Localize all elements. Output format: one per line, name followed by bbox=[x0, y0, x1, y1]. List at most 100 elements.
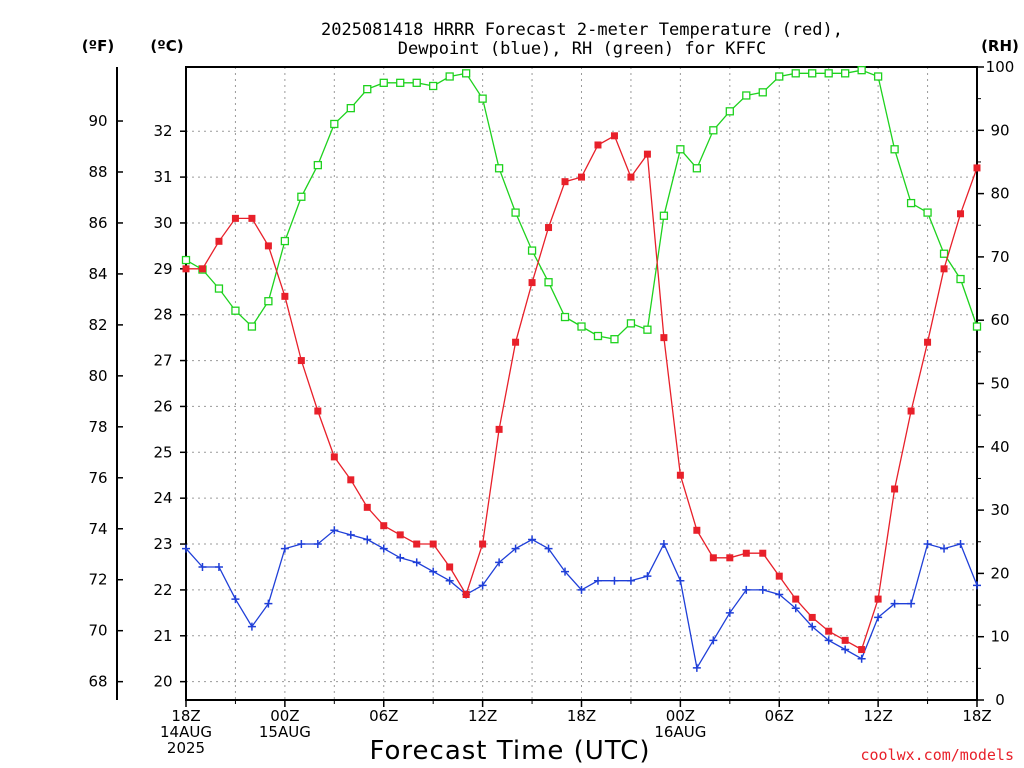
temperature-point bbox=[676, 471, 684, 479]
dewpoint-point bbox=[363, 535, 372, 544]
temperature-point bbox=[792, 595, 800, 603]
rh-point bbox=[873, 72, 883, 81]
dewpoint-point bbox=[808, 622, 817, 631]
dewpoint-point bbox=[725, 608, 734, 617]
x-tick-label: 00Z bbox=[270, 707, 299, 725]
dewpoint-point bbox=[577, 585, 586, 594]
rh-point bbox=[461, 69, 471, 78]
temperature-point bbox=[198, 265, 206, 273]
temperature-point bbox=[363, 503, 371, 511]
dewpoint-point bbox=[676, 576, 685, 585]
rh-point bbox=[297, 192, 306, 201]
dewpoint-point bbox=[758, 585, 767, 594]
temperature-point bbox=[610, 132, 618, 140]
rh-point bbox=[511, 208, 520, 217]
temperature-point bbox=[528, 279, 536, 287]
rh-point bbox=[972, 322, 982, 331]
x-tick-label: 14AUG bbox=[160, 723, 212, 741]
rh-point bbox=[494, 164, 504, 173]
rh-point bbox=[346, 103, 355, 113]
fahrenheit-tick-label: 76 bbox=[88, 469, 107, 487]
rh-point bbox=[181, 255, 191, 265]
rh-tick-label: 90 bbox=[990, 121, 1009, 139]
rh-point bbox=[939, 249, 949, 258]
dewpoint-point bbox=[742, 585, 751, 594]
rh-point bbox=[264, 297, 273, 306]
dewpoint-point bbox=[313, 540, 322, 549]
rh-tick-label: 80 bbox=[990, 185, 1009, 203]
rh-point bbox=[544, 278, 553, 287]
rh-point bbox=[363, 85, 372, 94]
x-tick-label: 18Z bbox=[567, 707, 596, 725]
temperature-point bbox=[561, 178, 569, 186]
x-axis-title: Forecast Time (UTC) bbox=[369, 736, 650, 766]
rh-point bbox=[214, 284, 224, 293]
fahrenheit-tick-label: 78 bbox=[88, 418, 107, 436]
rh-point bbox=[791, 69, 800, 78]
temperature-point bbox=[660, 334, 668, 342]
rh-point bbox=[610, 335, 619, 344]
dewpoint-point bbox=[874, 613, 883, 622]
x-tick-label: 18Z bbox=[962, 707, 991, 725]
temperature-point bbox=[264, 242, 272, 250]
temperature-point bbox=[314, 407, 322, 415]
dewpoint-point bbox=[231, 595, 240, 604]
celsius-tick-label: 20 bbox=[153, 673, 172, 691]
celsius-tick-label: 21 bbox=[153, 627, 172, 645]
rh-tick-label: 30 bbox=[990, 501, 1009, 519]
rh-tick-label: 40 bbox=[990, 438, 1009, 456]
temperature-point bbox=[891, 485, 899, 493]
dewpoint-point bbox=[692, 663, 701, 672]
temperature-point bbox=[957, 210, 965, 218]
fahrenheit-tick-label: 68 bbox=[88, 673, 107, 691]
temperature-point bbox=[627, 173, 635, 181]
rh-point bbox=[676, 145, 685, 154]
dewpoint-point bbox=[561, 567, 570, 576]
temperature-point bbox=[396, 531, 404, 539]
temperature-point bbox=[545, 224, 553, 232]
temperature-point bbox=[479, 540, 487, 548]
dewpoint-point bbox=[264, 599, 273, 608]
dewpoint-point bbox=[890, 599, 899, 608]
temperature-point bbox=[973, 164, 981, 172]
x-tick-label: 06Z bbox=[765, 707, 794, 725]
dewpoint-point bbox=[610, 576, 619, 585]
dewpoint-point bbox=[297, 540, 306, 549]
temperature-point bbox=[578, 173, 585, 181]
celsius-tick-label: 23 bbox=[153, 535, 172, 553]
x-tick-label: 18Z bbox=[171, 707, 200, 725]
rh-point bbox=[313, 160, 322, 170]
rh-point bbox=[659, 211, 669, 220]
rh-point bbox=[775, 72, 784, 81]
dewpoint-point bbox=[643, 572, 652, 581]
rh-tick-label: 100 bbox=[986, 58, 1015, 76]
dewpoint-series bbox=[182, 526, 981, 672]
rh-tick-label: 0 bbox=[995, 691, 1005, 709]
rh-point bbox=[725, 107, 734, 116]
celsius-tick-label: 27 bbox=[153, 352, 172, 370]
temperature-point bbox=[330, 453, 338, 461]
credit-link[interactable]: coolwx.com/models bbox=[860, 746, 1014, 764]
temperature-point bbox=[594, 141, 602, 149]
fahrenheit-tick-label: 72 bbox=[88, 571, 107, 589]
dewpoint-point bbox=[956, 540, 965, 549]
chart-title-line-2: Dewpoint (blue), RH (green) for KFFC bbox=[398, 39, 766, 59]
dewpoint-point bbox=[379, 544, 388, 553]
rh-tick-label: 10 bbox=[990, 628, 1009, 646]
fahrenheit-tick-label: 74 bbox=[88, 520, 107, 538]
dewpoint-point bbox=[445, 576, 454, 585]
temperature-point bbox=[775, 572, 783, 580]
celsius-tick-label: 30 bbox=[153, 214, 172, 232]
rh-point bbox=[890, 145, 899, 154]
rh-point bbox=[412, 78, 421, 87]
x-tick-label: 16AUG bbox=[654, 723, 706, 741]
dewpoint-point bbox=[544, 544, 553, 553]
rh-tick-label: 70 bbox=[990, 248, 1009, 266]
temperature-point bbox=[413, 540, 421, 548]
dewpoint-point bbox=[478, 581, 487, 590]
celsius-tick-label: 24 bbox=[153, 489, 172, 507]
fahrenheit-tick-label: 70 bbox=[88, 622, 107, 640]
fahrenheit-tick-label: 82 bbox=[88, 316, 107, 334]
